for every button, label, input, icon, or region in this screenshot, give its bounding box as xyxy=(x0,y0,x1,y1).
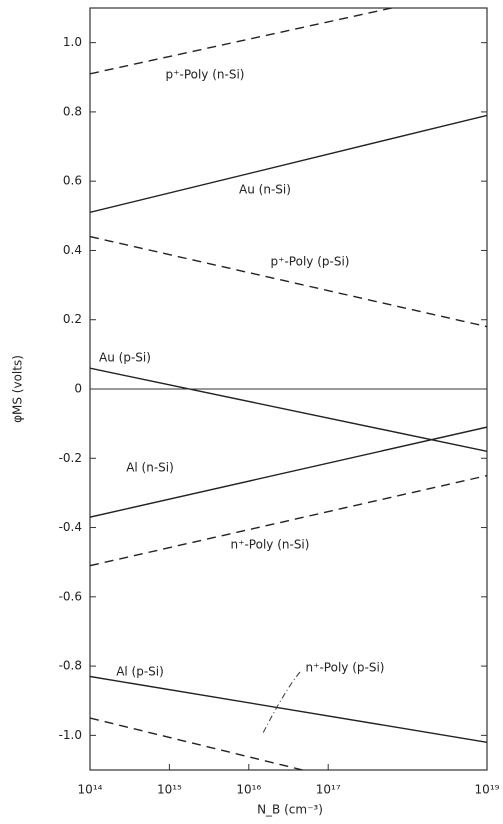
y-tick-label: 0.8 xyxy=(63,104,82,118)
x-tick-label: 10¹⁷ xyxy=(316,783,341,797)
x-axis-label: N_B (cm⁻³) xyxy=(257,803,323,817)
y-tick-label: 0.6 xyxy=(63,174,82,188)
series-label: Au (p-Si) xyxy=(99,351,151,365)
y-tick-label: -0.4 xyxy=(59,520,82,534)
series-line xyxy=(90,368,487,451)
y-tick-label: 0.4 xyxy=(63,243,82,257)
y-axis-label: φMS (volts) xyxy=(11,355,25,423)
x-tick-label: 10¹⁴ xyxy=(78,783,103,797)
y-tick-label: 0 xyxy=(74,382,82,396)
series-label: n⁺-Poly (p-Si) xyxy=(306,661,385,675)
series-label: Al (p-Si) xyxy=(116,665,164,679)
series-line xyxy=(90,237,487,327)
series-line xyxy=(90,0,487,74)
y-tick-label: -1.0 xyxy=(59,728,82,742)
plot-area xyxy=(90,0,487,815)
series-label: Au (n-Si) xyxy=(239,183,291,197)
series-label: n⁺-Poly (n-Si) xyxy=(231,538,310,552)
y-tick-label: -0.6 xyxy=(59,589,82,603)
y-tick-label: -0.8 xyxy=(59,659,82,673)
y-tick-label: -0.2 xyxy=(59,451,82,465)
y-tick-label: 1.0 xyxy=(63,35,82,49)
leader-line xyxy=(262,672,300,735)
series-line xyxy=(90,115,487,212)
y-tick-label: 0.2 xyxy=(63,312,82,326)
series-label: Al (n-Si) xyxy=(126,461,174,475)
x-tick-label: 10¹⁵ xyxy=(157,783,182,797)
series-label: p⁺-Poly (n-Si) xyxy=(166,68,245,82)
series-line xyxy=(90,476,487,566)
chart: φMS (volts) N_B (cm⁻³) 1.0 0.8 0.6 0.4 0.2 0 -… xyxy=(0,0,503,824)
x-tick-label: 10¹⁶ xyxy=(236,783,261,797)
series-label: p⁺-Poly (p-Si) xyxy=(271,255,350,269)
x-tick-label: 10¹⁹ xyxy=(475,783,500,797)
